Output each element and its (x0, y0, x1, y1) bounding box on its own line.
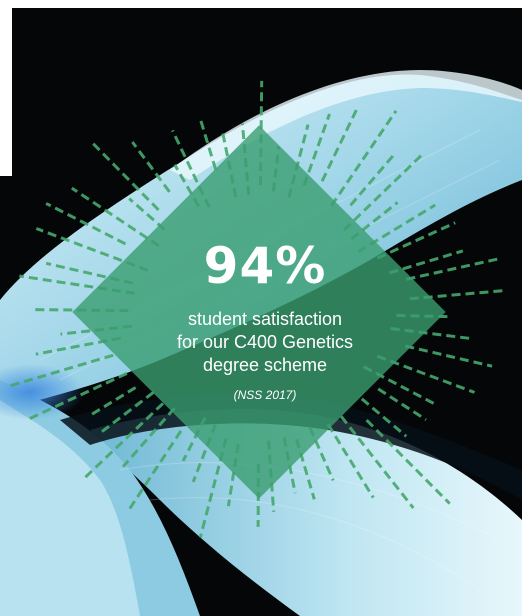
sunburst-ray (27, 372, 128, 421)
sunburst-ray (226, 443, 240, 507)
sunburst-ray (302, 113, 331, 187)
sunburst-ray (404, 344, 493, 368)
sunburst-ray (349, 154, 395, 207)
sunburst-ray (131, 141, 171, 193)
stat-value: 94% (203, 237, 327, 295)
sunburst-ray (121, 407, 176, 468)
sunburst-ray (287, 124, 310, 198)
sunburst-ray (128, 430, 183, 510)
sunburst-ray (340, 415, 415, 509)
sunburst-ray (89, 139, 160, 211)
stat-description-line: degree scheme (202, 355, 328, 375)
sunburst-ray (376, 221, 456, 260)
sunburst-ray (83, 402, 165, 479)
sunburst-ray (320, 109, 358, 182)
stat-source: (NSS 2017) (233, 388, 297, 402)
sunburst-ray (87, 386, 137, 418)
sunburst-ray (406, 257, 500, 281)
sunburst-ray (295, 438, 316, 500)
sunburst-ray (7, 353, 114, 388)
sunburst-ray (350, 201, 399, 241)
sunburst-ray (326, 423, 375, 499)
stat-description-line: for our C400 Genetics (176, 332, 354, 352)
sunburst-ray (388, 249, 464, 275)
sunburst-ray (308, 426, 335, 482)
sunburst-ray (70, 186, 160, 248)
sunburst-ray (377, 387, 427, 421)
sunburst-ray (330, 110, 398, 207)
stat-description-line: student satisfaction (187, 309, 343, 329)
sunburst-ray (45, 202, 127, 246)
sunburst-ray (191, 423, 217, 483)
sunburst-ray (101, 391, 155, 433)
sunburst-ray (360, 397, 408, 438)
sunburst-ray (342, 151, 425, 232)
sunburst-ray (198, 115, 218, 171)
stat-text-block: 94% student satisfaction for our C400 Ge… (150, 238, 380, 403)
sunburst-ray (365, 419, 451, 505)
